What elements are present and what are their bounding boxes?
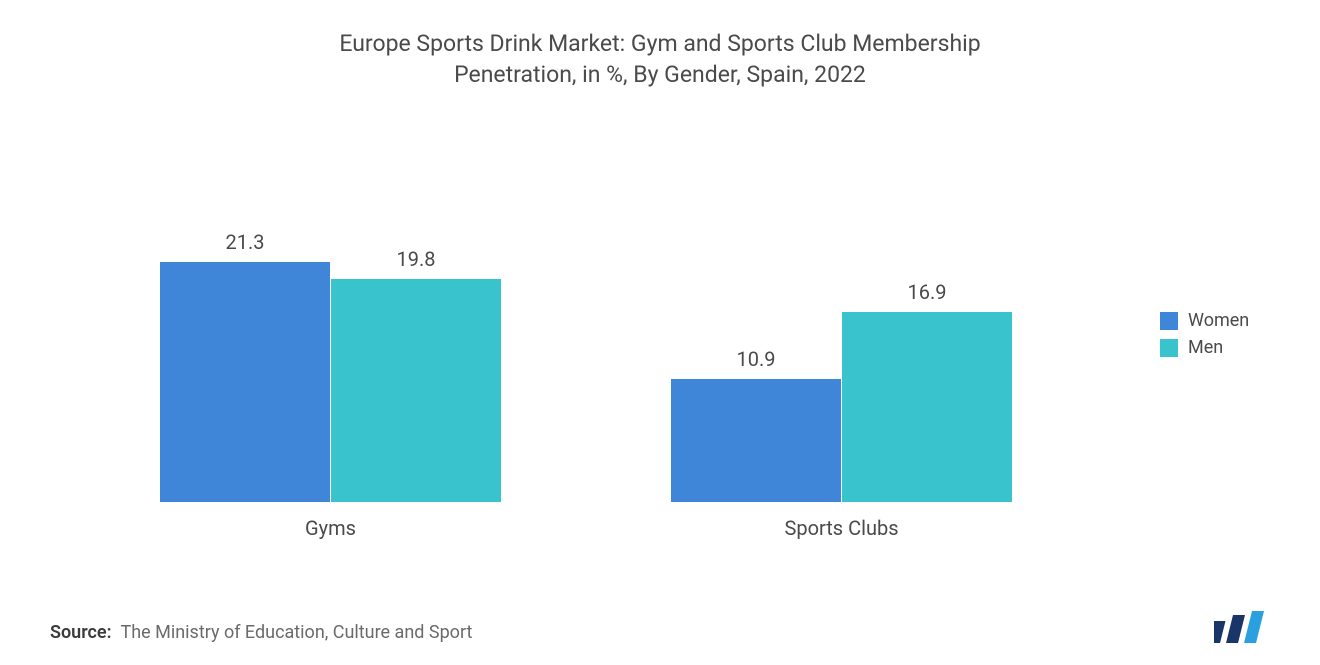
- bar-value-label: 21.3: [226, 230, 265, 254]
- title-line-1: Europe Sports Drink Market: Gym and Spor…: [339, 30, 980, 57]
- bars: 21.3 19.8: [160, 230, 501, 502]
- bar-wrap: 16.9: [842, 280, 1012, 502]
- bar-value-label: 16.9: [908, 280, 947, 304]
- bar-value-label: 19.8: [397, 247, 436, 271]
- legend-swatch: [1160, 312, 1178, 330]
- footer: Source: The Ministry of Education, Cultu…: [50, 611, 1270, 643]
- source-attribution: Source: The Ministry of Education, Cultu…: [50, 622, 472, 643]
- legend-item: Men: [1160, 337, 1280, 358]
- legend-item: Women: [1160, 310, 1280, 331]
- bar-groups: 21.3 19.8 Gyms 10.9 16.9 Sports Clubs: [160, 160, 1040, 540]
- bar-wrap: 21.3: [160, 230, 330, 502]
- category-label: Sports Clubs: [784, 516, 898, 540]
- legend: Women Men: [1160, 160, 1320, 364]
- chart-row: 21.3 19.8 Gyms 10.9 16.9 Sports Clubs Women Me…: [0, 160, 1320, 580]
- legend-swatch: [1160, 339, 1178, 357]
- legend-label: Women: [1188, 310, 1249, 331]
- chart-title: Europe Sports Drink Market: Gym and Spor…: [235, 0, 1085, 90]
- bar: [842, 312, 1012, 502]
- plot-area: 21.3 19.8 Gyms 10.9 16.9 Sports Clubs: [0, 160, 1160, 580]
- bar-value-label: 10.9: [737, 347, 776, 371]
- bar-group: 21.3 19.8 Gyms: [160, 230, 501, 540]
- bar: [331, 279, 501, 502]
- bar: [671, 379, 841, 502]
- bar-group: 10.9 16.9 Sports Clubs: [671, 280, 1012, 540]
- source-text: The Ministry of Education, Culture and S…: [120, 622, 472, 643]
- source-prefix: Source:: [50, 622, 112, 643]
- category-label: Gyms: [305, 516, 356, 540]
- brand-logo-icon: [1214, 611, 1270, 643]
- bars: 10.9 16.9: [671, 280, 1012, 502]
- bar-wrap: 10.9: [671, 347, 841, 502]
- bar: [160, 262, 330, 502]
- bar-wrap: 19.8: [331, 247, 501, 502]
- legend-label: Men: [1188, 337, 1223, 358]
- title-line-2: Penetration, in %, By Gender, Spain, 202…: [454, 61, 866, 88]
